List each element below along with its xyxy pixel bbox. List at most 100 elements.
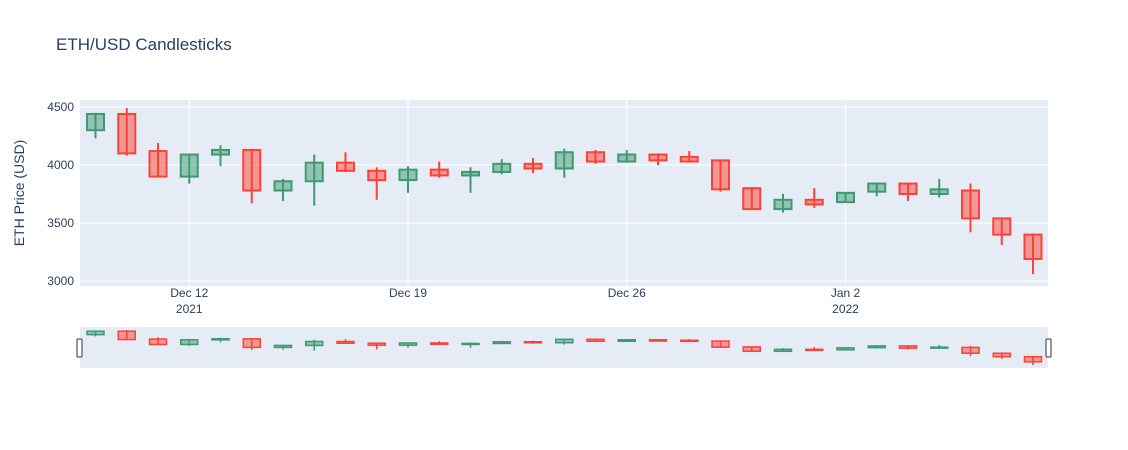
candle-decreasing[interactable] <box>742 187 762 211</box>
candle-decreasing-mini <box>242 338 261 351</box>
mini-candle-body <box>492 340 511 345</box>
mini-candle-body <box>430 342 449 345</box>
x-tick-label: Dec 12 <box>170 286 208 300</box>
candle-increasing-mini <box>867 345 886 349</box>
candle-decreasing[interactable] <box>961 183 980 233</box>
candle-increasing[interactable] <box>929 178 949 198</box>
candle-decreasing[interactable] <box>242 148 262 204</box>
mini-candle-body <box>273 344 293 349</box>
candle-increasing-mini <box>617 338 636 343</box>
mini-candle-body <box>617 339 636 343</box>
candle-decreasing[interactable] <box>523 158 543 174</box>
mini-candle-body <box>961 346 980 355</box>
mini-candle-body <box>898 345 918 349</box>
candle-body <box>742 187 762 211</box>
candle-decreasing[interactable] <box>992 217 1012 246</box>
candle-body <box>961 189 980 220</box>
candle-body <box>898 182 918 195</box>
candle-body <box>179 153 199 178</box>
y-tick-label: 3500 <box>47 216 74 230</box>
candle-increasing[interactable] <box>211 145 230 167</box>
candle-increasing[interactable] <box>86 112 105 139</box>
candle-decreasing-mini <box>148 337 168 346</box>
candle-decreasing[interactable] <box>429 161 449 178</box>
candle-decreasing[interactable] <box>117 108 137 156</box>
candle-increasing[interactable] <box>273 178 293 201</box>
chart-title: ETH/USD Candlesticks <box>56 35 232 54</box>
candle-decreasing[interactable] <box>679 151 699 163</box>
candle-increasing[interactable] <box>867 182 887 197</box>
candle-increasing[interactable] <box>554 148 574 178</box>
candle-decreasing[interactable] <box>367 167 387 200</box>
candle-body <box>273 180 293 192</box>
candle-increasing[interactable] <box>461 167 480 193</box>
candle-increasing-mini <box>461 342 480 348</box>
mini-candle-body <box>117 330 136 341</box>
candle-decreasing[interactable] <box>711 159 730 192</box>
candle-increasing[interactable] <box>836 191 855 204</box>
candle-increasing-mini <box>773 348 793 353</box>
candle-increasing[interactable] <box>773 194 793 213</box>
candle-body <box>117 112 137 155</box>
mini-candle-body <box>86 330 105 336</box>
candle-body <box>148 150 168 178</box>
candle-body <box>586 151 605 163</box>
candle-body <box>867 182 887 193</box>
candle-increasing[interactable] <box>304 154 324 206</box>
mini-candle-body <box>305 340 324 347</box>
y-tick-label: 4000 <box>47 158 74 172</box>
mini-candle-body <box>555 338 574 344</box>
x-tick-label: Dec 19 <box>389 286 427 300</box>
candle-body <box>617 153 637 163</box>
y-tick-label: 4500 <box>47 100 74 114</box>
mini-candle-body <box>523 340 543 344</box>
mini-candle-body <box>742 346 761 353</box>
candle-decreasing-mini <box>1023 355 1043 365</box>
candle-decreasing[interactable] <box>804 188 824 208</box>
candle-decreasing[interactable] <box>1023 233 1043 275</box>
candle-body <box>929 188 949 196</box>
candle-decreasing[interactable] <box>336 152 355 172</box>
candle-body <box>211 148 230 156</box>
candle-decreasing-mini <box>336 339 355 344</box>
candle-increasing-mini <box>398 342 418 348</box>
candle-decreasing[interactable] <box>898 182 918 201</box>
candle-body <box>429 168 449 177</box>
range-slider-right-handle[interactable] <box>1045 338 1052 358</box>
range-slider-background[interactable] <box>80 327 1048 368</box>
candle-body <box>86 112 105 132</box>
candle-body <box>1023 233 1043 260</box>
candle-increasing-mini <box>836 347 855 351</box>
candle-body <box>554 151 574 170</box>
range-slider-left-handle[interactable] <box>76 338 83 358</box>
candle-body <box>461 170 480 177</box>
candle-increasing-mini <box>86 330 105 337</box>
candle-increasing[interactable] <box>398 166 418 193</box>
mini-candle-body <box>680 339 699 343</box>
candle-body <box>679 155 699 163</box>
mini-candle-body <box>398 342 418 346</box>
candle-decreasing-mini <box>680 339 699 343</box>
candle-increasing[interactable] <box>617 149 637 163</box>
candle-increasing[interactable] <box>492 159 512 175</box>
x-tick-year-label: 2022 <box>832 302 859 316</box>
candle-decreasing-mini <box>523 340 543 344</box>
mini-candle-body <box>867 345 886 349</box>
candle-decreasing-mini <box>805 346 824 352</box>
candle-decreasing[interactable] <box>148 142 168 178</box>
candle-body <box>492 162 512 173</box>
candle-decreasing-mini <box>711 340 730 348</box>
candle-decreasing-mini <box>648 339 668 342</box>
candle-decreasing[interactable] <box>586 149 605 164</box>
mini-candle-body <box>805 348 824 352</box>
candle-decreasing-mini <box>961 345 980 357</box>
mini-candle-body <box>586 338 605 343</box>
candle-increasing[interactable] <box>179 153 199 184</box>
candle-decreasing-mini <box>586 338 605 343</box>
candle-decreasing[interactable] <box>648 153 668 165</box>
mini-candle-body <box>211 338 230 341</box>
candle-increasing-mini <box>930 344 949 349</box>
mini-candle-body <box>836 347 855 351</box>
candle-body <box>304 161 324 183</box>
candles-main[interactable] <box>86 108 1043 275</box>
